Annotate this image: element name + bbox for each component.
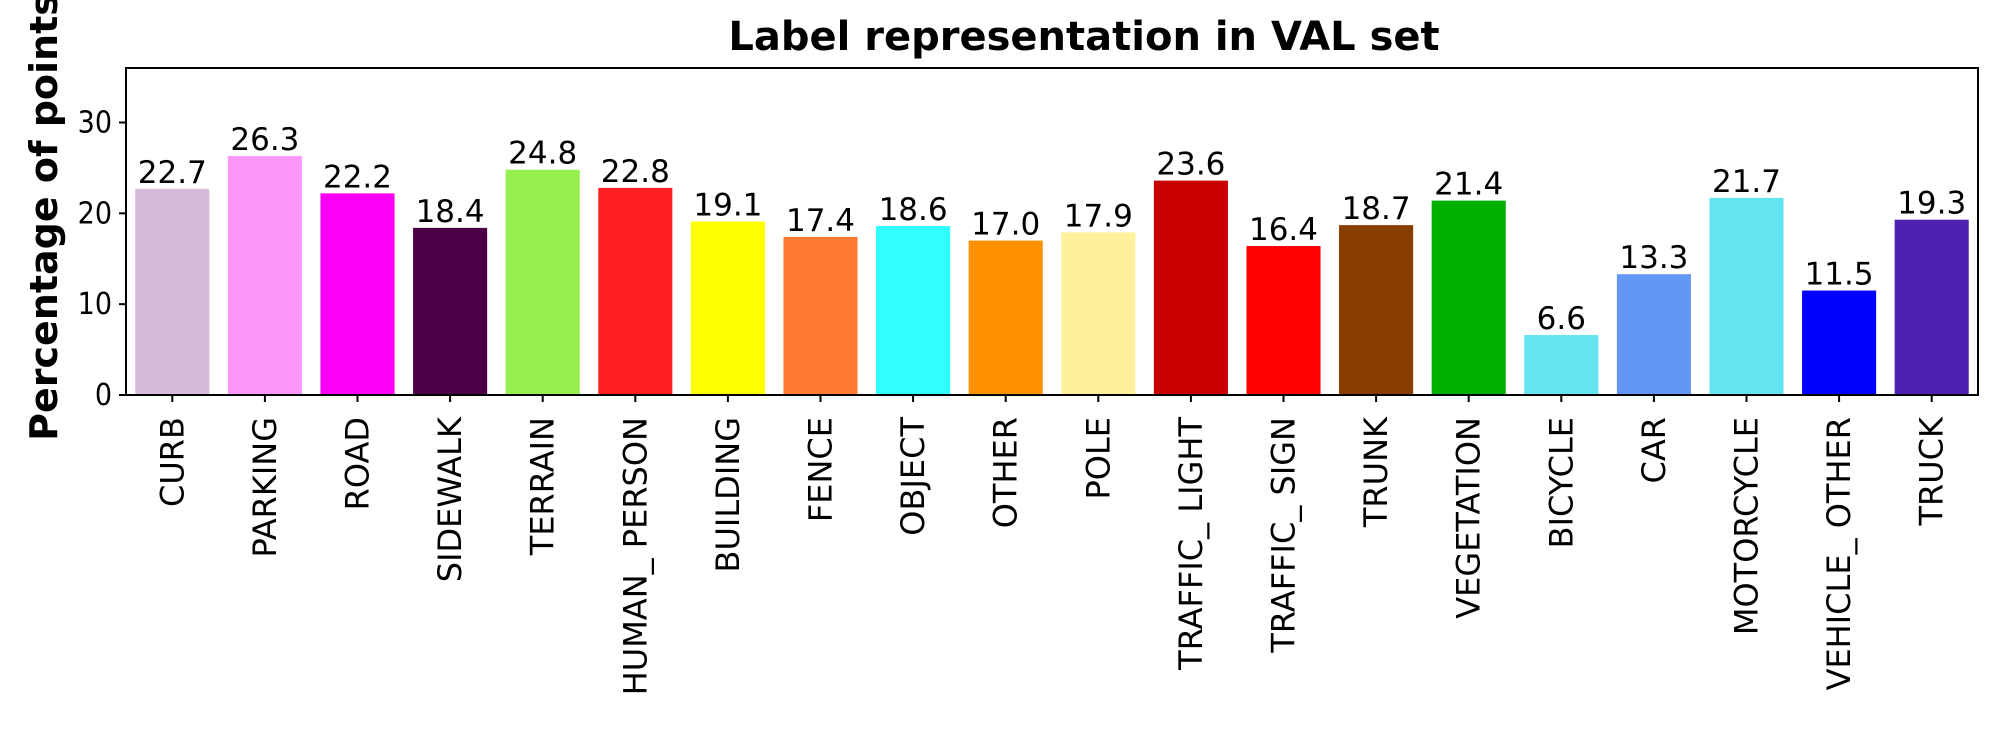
data-label: 18.4: [416, 194, 485, 230]
x-tick-label: CURB: [153, 417, 191, 507]
y-axis-label: Percentage of points: [22, 0, 66, 441]
bar: [1431, 200, 1506, 395]
x-tick-label: VEHICLE_ OTHER: [1820, 417, 1858, 690]
x-tick-label: TRUNK: [1357, 416, 1395, 528]
bar: [1802, 290, 1877, 395]
data-label: 17.9: [1064, 198, 1133, 234]
x-tick-label: TRAFFIC_ LIGHT: [1172, 417, 1210, 671]
bar: [320, 193, 395, 395]
bar: [1339, 225, 1414, 395]
data-label: 22.8: [601, 154, 670, 190]
x-tick-label: SIDEWALK: [431, 416, 469, 582]
bar: [1616, 274, 1691, 395]
data-label: 19.3: [1897, 186, 1966, 222]
x-axis: CURB PARKING ROAD SIDEWALK TERRAIN HUMAN_ PER…: [153, 395, 1951, 695]
x-tick-label: VEGETATION: [1450, 417, 1488, 619]
chart-title: Label representation in VAL set: [728, 14, 1439, 60]
bar: [783, 236, 858, 395]
bar: [598, 187, 673, 395]
data-label: 21.4: [1434, 167, 1503, 203]
x-tick-label: OBJECT: [894, 417, 932, 536]
data-label: 19.1: [693, 188, 762, 224]
y-tick-label: 20: [78, 196, 112, 231]
bar: [227, 156, 302, 395]
y-tick-label: 0: [95, 378, 112, 413]
plot-frame: [125, 67, 1979, 396]
y-tick-label: 30: [78, 106, 112, 141]
data-label: 16.4: [1249, 212, 1318, 248]
x-tick-label: PARKING: [246, 417, 284, 558]
x-tick-label: ROAD: [339, 417, 377, 510]
y-tick-label: 10: [78, 287, 112, 322]
bar: [413, 227, 488, 395]
x-tick-label: TRUCK: [1913, 416, 1951, 527]
data-label: 22.7: [138, 155, 207, 191]
data-label: 22.2: [323, 159, 392, 195]
data-label: 6.6: [1537, 301, 1586, 337]
bar: [1709, 197, 1784, 395]
data-label: 18.6: [879, 192, 948, 228]
data-label: 11.5: [1805, 257, 1874, 293]
data-label: 26.3: [230, 122, 299, 158]
x-tick-label: POLE: [1079, 417, 1117, 500]
bar: [968, 240, 1043, 395]
y-axis: 0 10 20 30: [78, 106, 126, 413]
data-label: 23.6: [1156, 147, 1225, 183]
bar: [1246, 246, 1321, 395]
x-tick-label: CAR: [1635, 417, 1673, 483]
data-label: 18.7: [1342, 191, 1411, 227]
data-label: 17.0: [971, 207, 1040, 243]
bar: [690, 221, 765, 395]
x-tick-label: FENCE: [802, 417, 840, 522]
x-tick-label: TERRAIN: [524, 417, 562, 556]
x-tick-label: HUMAN_ PERSON: [616, 417, 654, 695]
data-label: 21.7: [1712, 164, 1781, 200]
x-tick-label: OTHER: [987, 417, 1025, 528]
bar: [1153, 180, 1228, 395]
x-tick-label: BUILDING: [709, 417, 747, 572]
bar: [1061, 232, 1136, 395]
data-labels-group: 22.7 26.3 22.2 18.4 24.8 22.8 19.1 17.4 18.6 17.0…: [138, 122, 1966, 337]
data-label: 24.8: [508, 136, 577, 172]
data-label: 13.3: [1619, 240, 1688, 276]
bar: [505, 169, 580, 395]
x-tick-label: TRAFFIC_ SIGN: [1265, 417, 1303, 654]
data-label: 17.4: [786, 203, 855, 239]
bar: [1894, 219, 1969, 395]
x-tick-label: BICYCLE: [1542, 417, 1580, 548]
bar: [135, 188, 210, 395]
bars-group: [135, 156, 1969, 395]
bar: [1524, 335, 1599, 395]
x-tick-label: MOTORCYCLE: [1728, 417, 1766, 635]
bar: [876, 226, 951, 395]
